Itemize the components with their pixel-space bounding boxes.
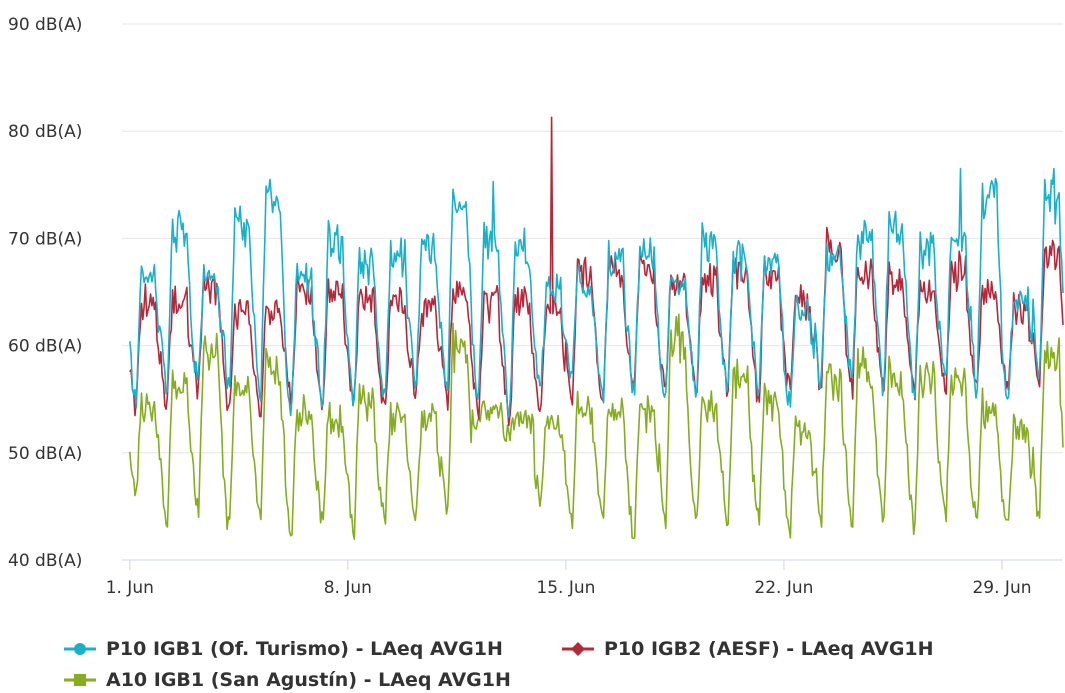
legend-symbol-square-icon (64, 674, 96, 686)
x-axis-labels: 1. Jun 8. Jun 15. Jun 22. Jun 29. Jun (106, 578, 1032, 598)
series-san-agustin-line[interactable] (129, 313, 1064, 540)
legend-item-of-turismo[interactable]: P10 IGB1 (Of. Turismo) - LAeq AVG1H (62, 636, 503, 662)
x-axis (122, 559, 1063, 570)
legend-symbol-circle-icon (64, 643, 96, 655)
x-tick-label: 15. Jun (536, 578, 595, 598)
y-tick-label: 40 dB(A) (8, 551, 82, 571)
series-aesf-line[interactable] (129, 116, 1064, 427)
plot-area: 40 dB(A) 50 dB(A) 60 dB(A) 70 dB(A) 80 dB(A)… (8, 15, 1064, 598)
legend-item-san-agustin[interactable]: A10 IGB1 (San Agustín) - LAeq AVG1H (62, 667, 511, 693)
series-of-turismo-line[interactable] (129, 167, 1064, 418)
grid-lines (122, 23, 1063, 454)
legend-item-aesf[interactable]: P10 IGB2 (AESF) - LAeq AVG1H (560, 636, 934, 662)
legend-label: A10 IGB1 (San Agustín) - LAeq AVG1H (106, 669, 511, 691)
y-tick-label: 80 dB(A) (8, 122, 82, 142)
series-layer (129, 116, 1064, 540)
y-tick-label: 90 dB(A) (8, 15, 82, 35)
x-tick-label: 29. Jun (972, 578, 1031, 598)
y-axis-labels: 40 dB(A) 50 dB(A) 60 dB(A) 70 dB(A) 80 dB(A)… (8, 15, 82, 571)
legend-label: P10 IGB1 (Of. Turismo) - LAeq AVG1H (106, 638, 503, 660)
y-tick-label: 70 dB(A) (8, 229, 82, 249)
x-tick-label: 8. Jun (324, 578, 372, 598)
legend-label: P10 IGB2 (AESF) - LAeq AVG1H (604, 638, 934, 660)
y-tick-label: 60 dB(A) (8, 337, 82, 357)
legend-symbol-diamond-icon (562, 642, 594, 656)
y-tick-label: 50 dB(A) (8, 444, 82, 464)
x-tick-label: 22. Jun (754, 578, 813, 598)
x-tick-label: 1. Jun (106, 578, 154, 598)
